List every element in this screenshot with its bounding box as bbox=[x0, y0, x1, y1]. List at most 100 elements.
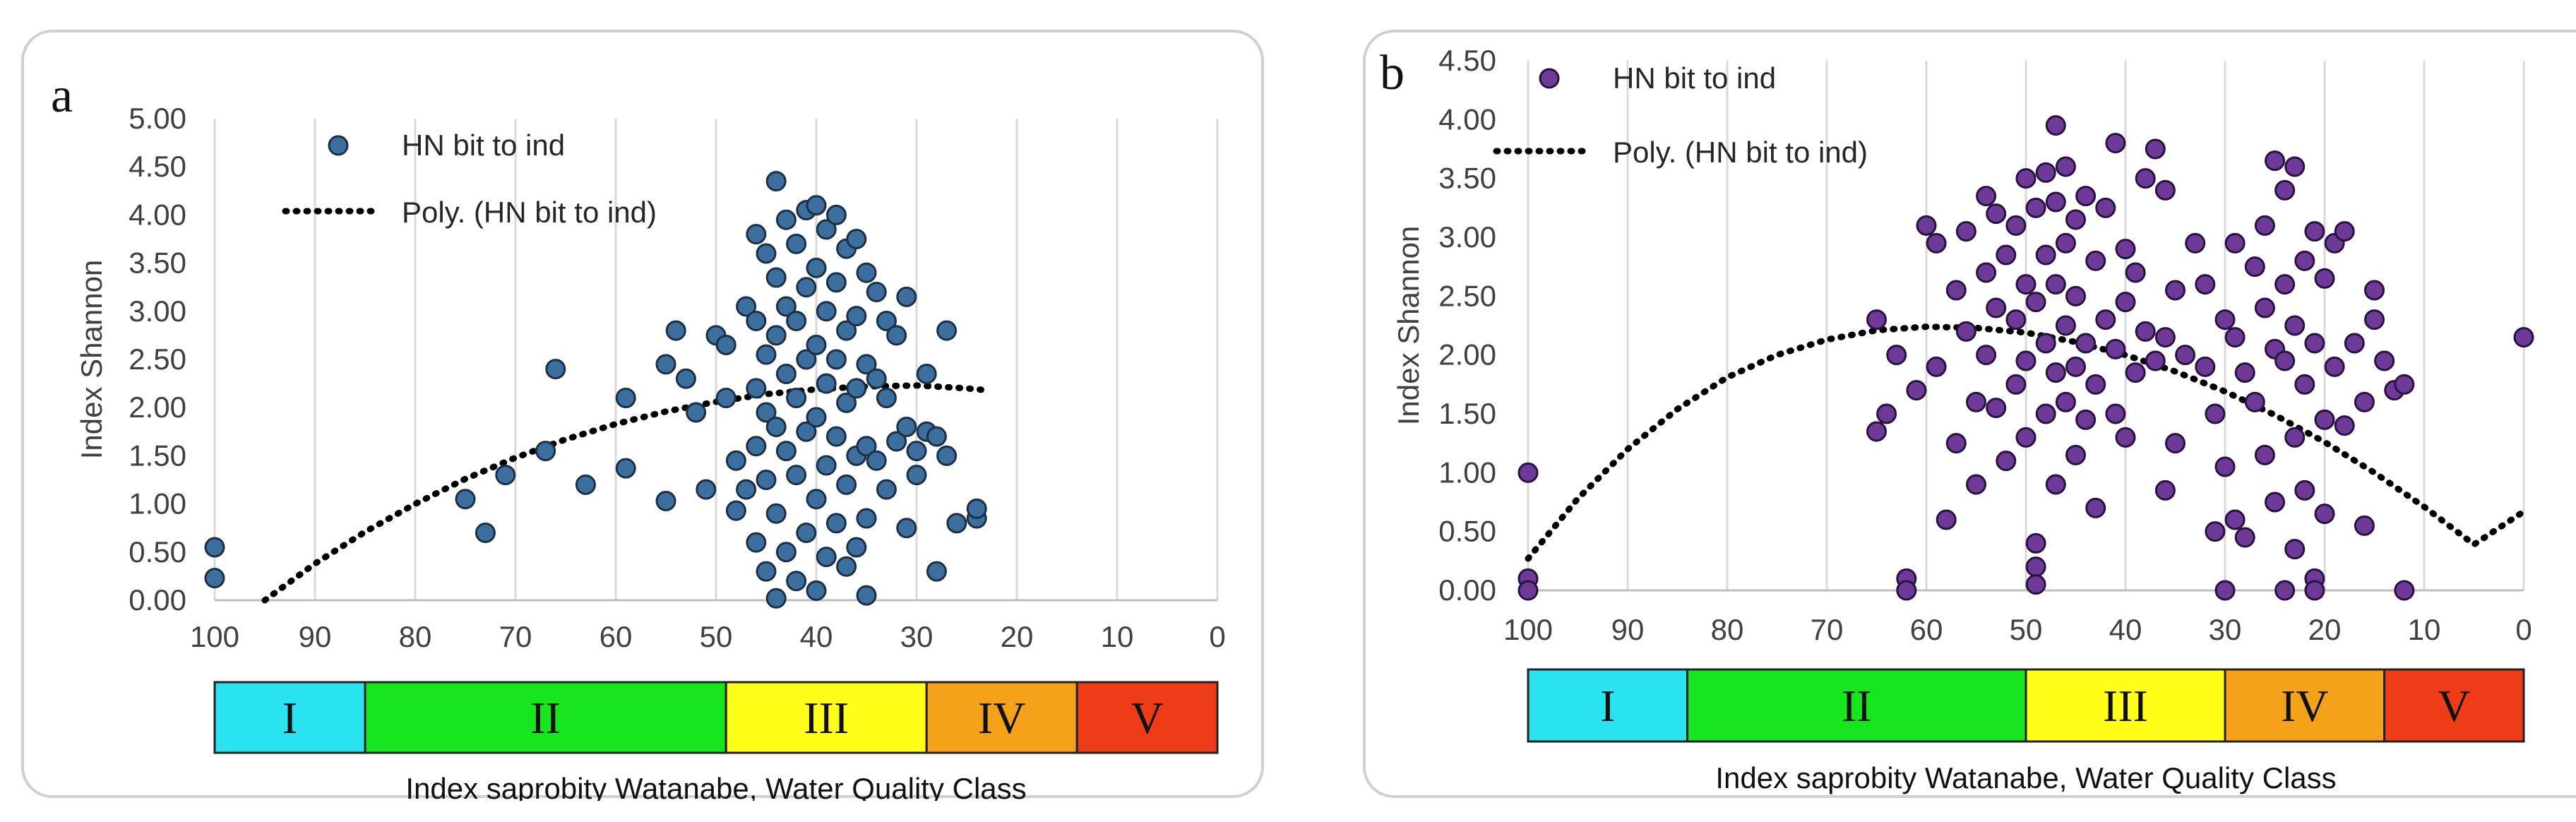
data-point bbox=[756, 243, 777, 264]
data-point bbox=[946, 513, 967, 534]
data-point bbox=[825, 204, 847, 225]
data-point bbox=[816, 547, 837, 568]
data-point bbox=[2075, 186, 2097, 207]
y-tick-label: 1.50 bbox=[129, 439, 186, 472]
y-tick-label: 1.00 bbox=[1438, 455, 1496, 489]
data-point bbox=[2075, 409, 2097, 430]
data-point bbox=[1517, 462, 1539, 483]
data-point bbox=[2364, 280, 2385, 301]
data-point bbox=[2314, 504, 2335, 525]
x-tick-label: 20 bbox=[2308, 613, 2342, 646]
quality-class-label: I bbox=[282, 693, 297, 743]
data-point bbox=[856, 508, 877, 529]
data-point bbox=[686, 402, 707, 423]
data-point bbox=[825, 349, 847, 370]
data-point bbox=[816, 373, 837, 394]
data-point bbox=[615, 388, 636, 409]
data-point bbox=[786, 310, 807, 331]
data-point bbox=[2135, 168, 2156, 189]
data-point bbox=[936, 445, 958, 466]
data-point bbox=[1866, 309, 1887, 330]
data-point bbox=[2274, 179, 2296, 201]
y-tick-label: 4.00 bbox=[1438, 102, 1496, 136]
quality-class-label: III bbox=[804, 693, 849, 743]
data-point bbox=[2224, 327, 2246, 348]
data-point bbox=[715, 335, 737, 356]
data-point bbox=[2354, 515, 2375, 536]
data-point bbox=[756, 561, 777, 582]
trend-line bbox=[1525, 323, 2527, 562]
data-point bbox=[1976, 345, 1997, 366]
data-point bbox=[2045, 362, 2066, 383]
data-point bbox=[1976, 262, 1997, 283]
data-point bbox=[2095, 197, 2116, 218]
data-point bbox=[2214, 456, 2236, 477]
x-tick-label: 90 bbox=[299, 620, 332, 653]
data-point bbox=[806, 489, 827, 510]
data-point bbox=[1916, 215, 1937, 236]
data-point bbox=[2025, 532, 2046, 554]
data-point bbox=[846, 537, 867, 558]
x-tick-label: 30 bbox=[2209, 613, 2242, 646]
data-point bbox=[2025, 197, 2046, 218]
data-point bbox=[2254, 215, 2275, 236]
data-point bbox=[786, 571, 807, 592]
data-point bbox=[886, 431, 907, 452]
x-tick-label: 20 bbox=[1001, 620, 1034, 653]
data-point bbox=[896, 518, 917, 539]
x-tick-label: 10 bbox=[1101, 620, 1134, 653]
data-point bbox=[204, 537, 225, 558]
data-point bbox=[2075, 333, 2097, 354]
data-point bbox=[1876, 403, 1897, 424]
data-point bbox=[2284, 315, 2306, 336]
data-point bbox=[746, 224, 767, 245]
data-point bbox=[836, 320, 857, 341]
quality-class-band bbox=[2383, 668, 2525, 743]
legend-label-trend: Poly. (HN bit to ind) bbox=[1613, 136, 1868, 169]
data-point bbox=[756, 402, 777, 423]
data-point bbox=[2065, 444, 2086, 465]
data-point bbox=[2314, 409, 2335, 430]
data-point bbox=[2274, 274, 2296, 295]
data-point bbox=[2115, 427, 2136, 448]
data-point bbox=[2274, 350, 2296, 371]
data-point bbox=[736, 296, 757, 317]
data-point bbox=[2005, 309, 2027, 330]
data-point bbox=[2135, 321, 2156, 342]
data-point bbox=[816, 219, 837, 240]
data-point bbox=[2165, 433, 2186, 454]
data-point bbox=[2025, 556, 2046, 578]
panel-letter: b bbox=[1380, 46, 1405, 100]
data-point bbox=[825, 513, 847, 534]
data-point bbox=[806, 580, 827, 601]
data-point bbox=[2125, 362, 2146, 383]
data-point bbox=[926, 561, 947, 582]
data-point bbox=[2085, 250, 2106, 271]
y-tick-label: 2.00 bbox=[1438, 338, 1496, 371]
data-point bbox=[2354, 391, 2375, 412]
data-point bbox=[2344, 333, 2365, 354]
data-point bbox=[495, 465, 516, 486]
legend-label-series: HN bit to ind bbox=[402, 129, 565, 162]
data-point bbox=[725, 500, 746, 521]
data-point bbox=[2045, 474, 2066, 495]
data-point bbox=[866, 282, 887, 303]
chart-b-svg: 100 90 80 70 60 50 40 30 20 10 00.000.501.001.502.… bbox=[1380, 44, 2534, 794]
data-point bbox=[2244, 391, 2265, 412]
y-tick-label: 3.00 bbox=[129, 294, 186, 328]
data-point bbox=[2254, 297, 2275, 318]
data-point bbox=[796, 349, 817, 370]
data-point bbox=[2154, 480, 2176, 501]
data-point bbox=[615, 458, 636, 479]
chart-a-svg: 100 90 80 70 60 50 40 30 20 10 00.000.501.001.502.… bbox=[51, 68, 1226, 801]
data-point bbox=[926, 426, 947, 447]
data-point bbox=[896, 286, 917, 307]
data-point bbox=[455, 489, 476, 510]
data-point bbox=[846, 306, 867, 327]
data-point bbox=[1906, 380, 1927, 401]
x-tick-label: 0 bbox=[2515, 613, 2532, 646]
x-tick-label: 80 bbox=[399, 620, 432, 653]
data-point bbox=[2214, 309, 2236, 330]
data-point bbox=[866, 450, 887, 471]
data-point bbox=[1945, 433, 1967, 454]
